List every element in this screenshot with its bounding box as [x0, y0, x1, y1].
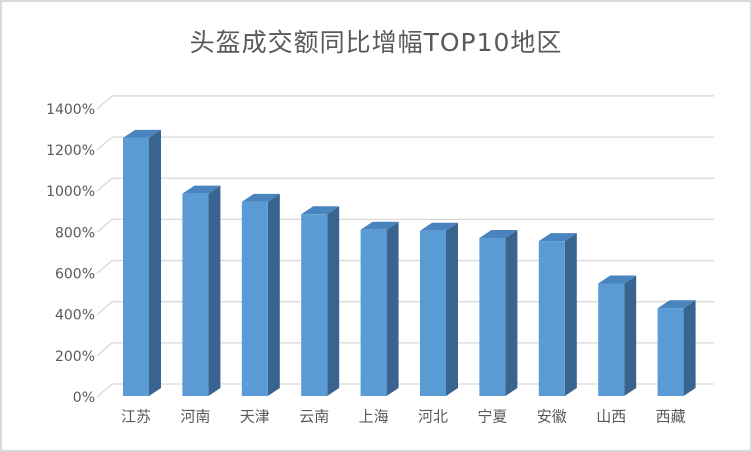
- bar-side-face: [208, 185, 221, 396]
- bar-side-face: [683, 300, 696, 396]
- bar-column-河北[interactable]: [420, 222, 458, 396]
- y-axis-tick-label: 200%: [55, 349, 95, 365]
- gridline-depth-segment: [96, 218, 113, 233]
- bar-column-上海[interactable]: [360, 221, 399, 396]
- x-axis-category-label: 上海: [359, 407, 389, 425]
- bar-side-face: [267, 193, 280, 396]
- x-axis-category-label: 山西: [596, 407, 626, 425]
- x-axis-category-label: 云南: [299, 407, 329, 425]
- gridline-depth-segment: [96, 301, 113, 316]
- bar-front-face: [182, 193, 209, 396]
- x-axis-category-label: 安徽: [537, 407, 567, 425]
- gridline-depth-segment: [96, 95, 113, 110]
- bar-top-face: [420, 222, 458, 231]
- bar-front-face: [360, 229, 387, 396]
- bar-column-河南[interactable]: [182, 185, 221, 396]
- bar-column-宁夏[interactable]: [479, 230, 518, 396]
- y-axis-tick-label: 1000%: [46, 184, 95, 200]
- bar-front-face: [420, 230, 446, 396]
- bar-top-face: [598, 275, 637, 284]
- gridline-depth-segment: [96, 177, 113, 192]
- x-axis-category-label: 河南: [180, 407, 210, 425]
- bar-front-face: [479, 238, 506, 396]
- x-axis-category-label: 西藏: [656, 407, 686, 425]
- x-axis-category-label: 宁夏: [477, 407, 507, 425]
- bar-side-face: [327, 206, 340, 396]
- bar-top-face: [657, 300, 696, 309]
- bar-side-face: [624, 275, 637, 396]
- y-axis-tick-label: 400%: [55, 308, 95, 324]
- bar-front-face: [123, 137, 149, 396]
- bar-top-face: [301, 206, 340, 215]
- chart-title: 头盔成交额同比增幅TOP10地区: [189, 28, 563, 57]
- bar-column-云南[interactable]: [301, 206, 340, 396]
- bar-side-face: [386, 221, 399, 396]
- bar-top-face: [538, 233, 577, 242]
- bar-front-face: [598, 283, 625, 396]
- y-axis-tick-label: 600%: [55, 266, 95, 282]
- bar-column-安徽[interactable]: [538, 233, 577, 396]
- bar-side-face: [564, 233, 577, 396]
- bar-column-西藏[interactable]: [657, 300, 696, 396]
- x-axis-category-label: 天津: [240, 407, 270, 425]
- bar-column-山西[interactable]: [598, 275, 637, 396]
- bar-top-face: [123, 129, 161, 138]
- bar-front-face: [657, 308, 684, 396]
- bar-side-face: [446, 222, 458, 396]
- gridline-depth-segment: [96, 260, 113, 275]
- x-axis-category-label: 河北: [418, 407, 448, 425]
- x-axis-category-label: 江苏: [121, 407, 151, 425]
- bar-column-天津[interactable]: [241, 193, 280, 396]
- y-axis-tick-label: 1400%: [46, 102, 95, 118]
- gridline-depth-segment: [96, 342, 113, 357]
- bar-top-face: [182, 185, 221, 194]
- bar-top-face: [479, 230, 518, 239]
- bar-side-face: [505, 230, 518, 396]
- y-axis-tick-label: 1200%: [46, 143, 95, 159]
- y-axis-tick-label: 800%: [55, 225, 95, 241]
- bar-column-江苏[interactable]: [123, 129, 161, 396]
- bar-front-face: [538, 241, 565, 396]
- bar-side-face: [149, 129, 161, 396]
- y-axis-tick-label: 0%: [73, 390, 95, 406]
- bar-front-face: [241, 201, 268, 396]
- bar-top-face: [241, 193, 280, 202]
- gridline-depth-segment: [96, 136, 113, 151]
- bar-top-face: [360, 221, 399, 230]
- bar-front-face: [301, 214, 328, 396]
- gridline-depth-segment: [96, 383, 113, 398]
